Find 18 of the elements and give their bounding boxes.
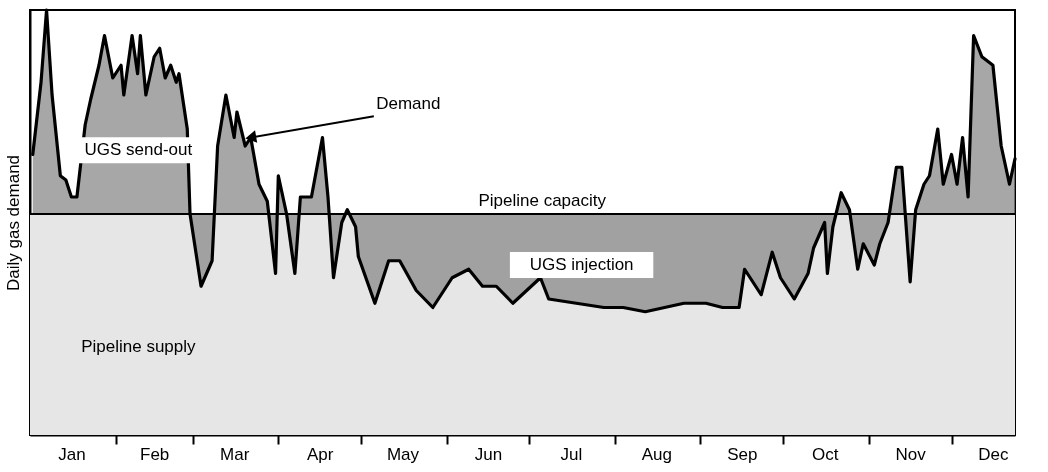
x-tick-label: Apr [306,444,334,464]
x-tick-label: Sep [727,444,758,464]
x-tick-label: Mar [220,444,250,464]
annotation: UGS injection [529,255,634,274]
annotation: Demand [376,93,441,113]
band-label: Pipeline supply [81,336,197,356]
x-tick-label: May [386,444,420,464]
ref-line-label: Pipeline capacity [478,191,607,210]
y-axis-title: Daily gas demand [3,154,23,292]
x-tick-label: Aug [641,444,672,464]
x-tick-label: Oct [811,444,839,464]
x-tick-label: Nov [895,444,927,464]
annotation: UGS send-out [84,140,193,160]
x-tick-label: Feb [140,444,170,464]
x-tick-label: Jun [474,444,503,464]
x-tick-label: Jan [58,444,86,464]
x-tick-label: Jul [560,444,583,464]
x-tick-label: Dec [978,444,1010,464]
